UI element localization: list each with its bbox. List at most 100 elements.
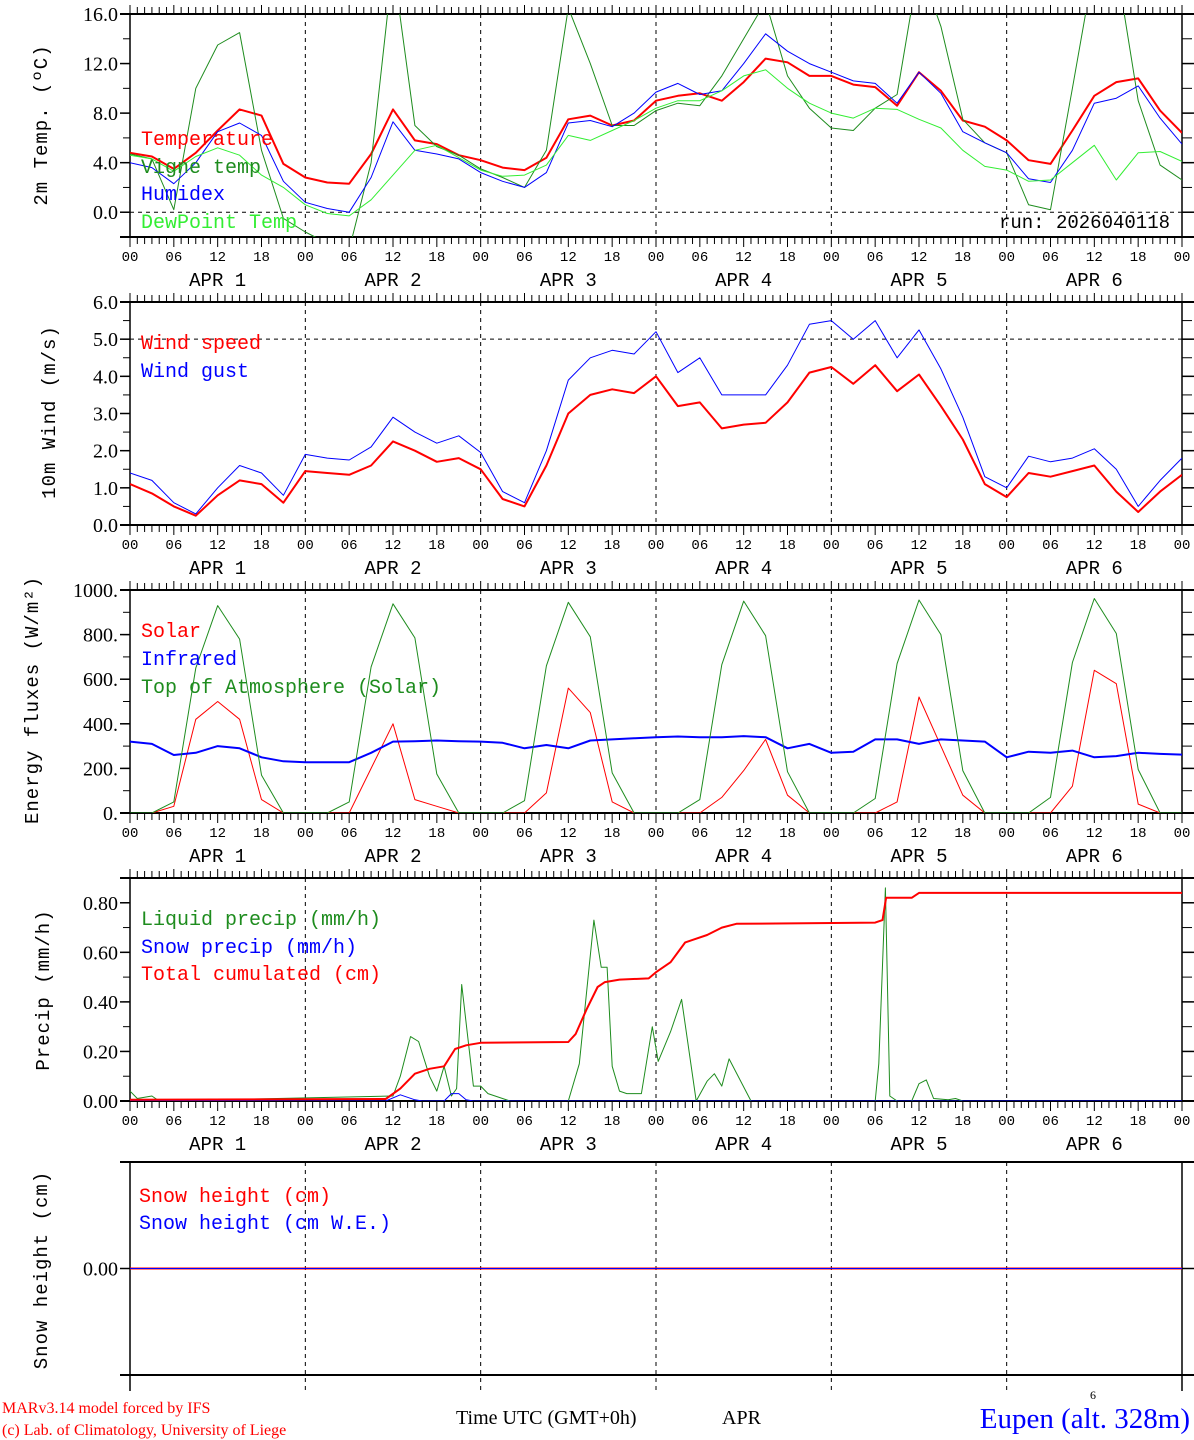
y-tick-label: 5.0: [93, 329, 118, 351]
day-label: APR 3: [540, 846, 597, 868]
x-tick-label: 18: [428, 538, 445, 554]
x-tick-label: 06: [341, 538, 358, 554]
x-tick-label: 00: [297, 826, 314, 842]
x-tick-label: 12: [1086, 250, 1103, 266]
day-label: APR 5: [890, 846, 947, 868]
day-label: APR 1: [189, 846, 246, 868]
x-tick-label: 18: [604, 538, 621, 554]
series-line-temperature: [130, 57, 1182, 185]
x-tick-label: 12: [1086, 826, 1103, 842]
x-tick-label: 00: [297, 538, 314, 554]
y-tick-label: 1.0: [93, 478, 118, 500]
y-axis-title: Snow height (cm): [31, 1171, 53, 1369]
x-tick-label: 06: [691, 250, 708, 266]
x-tick-label: 00: [1174, 250, 1191, 266]
day-label: APR 4: [715, 1134, 772, 1156]
legend-label: Total cumulated (cm): [141, 964, 381, 987]
series-line-humidex: [130, 33, 1182, 213]
x-tick-label: 00: [998, 1114, 1015, 1130]
x-tick-label: 18: [1130, 826, 1147, 842]
y-tick-label: 2.0: [93, 441, 118, 463]
x-tick-label: 06: [867, 250, 884, 266]
x-tick-label: 18: [1130, 538, 1147, 554]
panel-5: 0.00 Snow height (cm) Snow height (cm) Snow…: [31, 1161, 1194, 1391]
x-tick-label: 00: [122, 250, 139, 266]
legend-label: DewPoint Temp: [141, 212, 297, 235]
x-tick-label: 00: [823, 826, 840, 842]
x-tick-label: 06: [165, 250, 182, 266]
legend-label: Humidex: [141, 184, 225, 207]
legend-label: Wind speed: [141, 333, 261, 356]
day-label: APR 1: [189, 1134, 246, 1156]
legend-label: Wind gust: [141, 361, 249, 384]
x-tick-label: 12: [209, 538, 226, 554]
x-tick-label: 12: [735, 538, 752, 554]
y-axis-title: Energy fluxes (W/m²): [22, 576, 44, 824]
x-tick-label: 00: [648, 1114, 665, 1130]
x-tick-label: 06: [165, 1114, 182, 1130]
x-tick-label: 12: [735, 826, 752, 842]
x-tick-label: 00: [998, 538, 1015, 554]
x-tick-label: 18: [253, 826, 270, 842]
y-tick-label: 0.20: [83, 1041, 118, 1063]
x-tick-label: 00: [122, 538, 139, 554]
x-tick-label: 06: [516, 826, 533, 842]
x-tick-label: 18: [253, 538, 270, 554]
x-tick-label: 06: [691, 826, 708, 842]
x-tick-label: 18: [428, 826, 445, 842]
y-tick-label: 0.40: [83, 992, 118, 1014]
day-label: APR 3: [540, 1134, 597, 1156]
y-axis-title: Precip (mm/h): [33, 909, 55, 1070]
x-tick-label: 00: [648, 250, 665, 266]
day-label: APR 6: [1066, 558, 1123, 580]
day-label: APR 6: [1066, 1134, 1123, 1156]
x-tick-label: 12: [560, 826, 577, 842]
x-tick-label: 00: [998, 826, 1015, 842]
footer-model: MARv3.14 model forced by IFS: [2, 1400, 210, 1417]
day-label: APR 6: [1066, 270, 1123, 292]
x-tick-label: 00: [823, 538, 840, 554]
y-tick-label: 200.: [83, 758, 118, 780]
panel-2: 00 06 12 18 00 06 12 18 00 06 12 18 00 06 12 18 00 06 12 18…: [39, 292, 1194, 580]
x-tick-label: 00: [472, 826, 489, 842]
x-tick-label: 12: [735, 1114, 752, 1130]
y-tick-label: 16.0: [83, 4, 118, 26]
x-tick-label: 06: [165, 826, 182, 842]
legend-label: Snow precip (mm/h): [141, 937, 357, 960]
x-tick-label: 06: [341, 826, 358, 842]
y-tick-label: 3.0: [93, 404, 118, 426]
day-label: APR 5: [890, 558, 947, 580]
x-tick-label: 00: [823, 1114, 840, 1130]
x-tick-label: 12: [911, 538, 928, 554]
y-tick-label: 4.0: [93, 366, 118, 388]
series-group: [130, 320, 1182, 517]
day-label: APR 4: [715, 846, 772, 868]
station-title: Eupen (alt. 328m): [980, 1403, 1190, 1435]
y-tick-label: 0.0: [93, 515, 118, 537]
day-label: APR 4: [715, 558, 772, 580]
x-tick-label: 00: [472, 1114, 489, 1130]
x-axis-day-marker: 6: [1090, 1388, 1096, 1402]
y-tick-label: 6.0: [93, 292, 118, 314]
y-tick-label: 0.00: [83, 1091, 118, 1113]
day-label: APR 5: [890, 1134, 947, 1156]
x-tick-label: 12: [1086, 538, 1103, 554]
x-tick-label: 12: [385, 250, 402, 266]
series-group: [130, 14, 1182, 237]
x-tick-label: 12: [385, 538, 402, 554]
x-tick-label: 06: [867, 1114, 884, 1130]
run-label: run: 2026040118: [999, 212, 1170, 234]
y-tick-label: 0.00: [83, 1259, 118, 1281]
x-tick-label: 12: [209, 250, 226, 266]
x-tick-label: 18: [604, 250, 621, 266]
x-tick-label: 06: [1042, 250, 1059, 266]
day-label: APR 1: [189, 558, 246, 580]
x-tick-label: 00: [472, 538, 489, 554]
x-tick-label: 18: [604, 826, 621, 842]
x-tick-label: 06: [867, 538, 884, 554]
x-tick-label: 00: [648, 826, 665, 842]
y-tick-label: 4.0: [93, 153, 118, 175]
day-label: APR 6: [1066, 846, 1123, 868]
x-tick-label: 06: [516, 250, 533, 266]
